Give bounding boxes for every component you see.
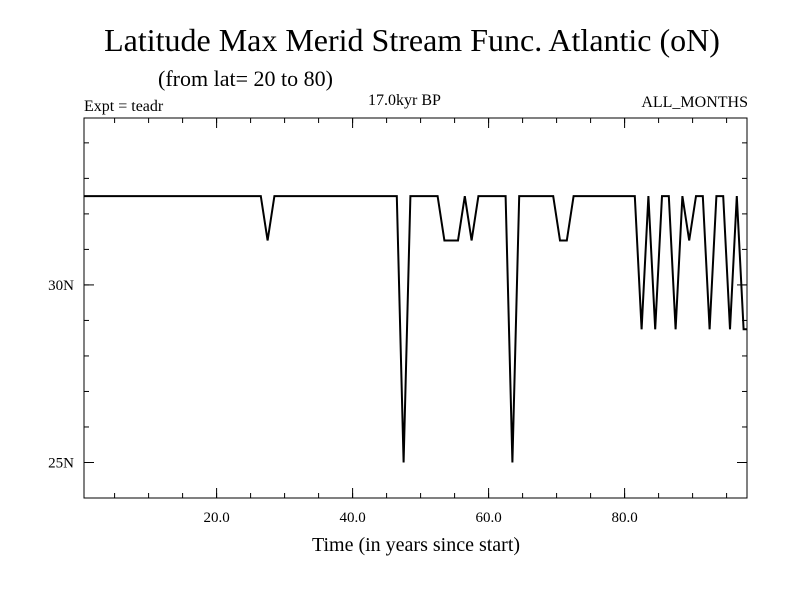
- chart-subtitle: (from lat= 20 to 80): [158, 66, 333, 91]
- x-tick-label: 20.0: [203, 510, 229, 526]
- chart-title: Latitude Max Merid Stream Func. Atlantic…: [104, 22, 720, 58]
- x-tick-label: 40.0: [339, 510, 365, 526]
- x-tick-label: 60.0: [475, 510, 501, 526]
- x-axis-label: Time (in years since start): [312, 534, 520, 556]
- data-series: [84, 195, 747, 463]
- period-label: 17.0kyr BP: [368, 92, 441, 109]
- series-line: [84, 195, 747, 463]
- y-axis: 25N 30N: [48, 278, 747, 471]
- y-tick-label: 25N: [48, 455, 74, 471]
- x-axis: 20.0 40.0 60.0 80.0: [203, 118, 638, 526]
- months-label: ALL_MONTHS: [641, 94, 748, 111]
- plot-frame: [83, 117, 748, 499]
- y-tick-label: 30N: [48, 278, 74, 294]
- x-tick-label: 80.0: [611, 510, 637, 526]
- minor-ticks: [84, 118, 747, 499]
- experiment-label: Expt = teadr: [84, 98, 164, 115]
